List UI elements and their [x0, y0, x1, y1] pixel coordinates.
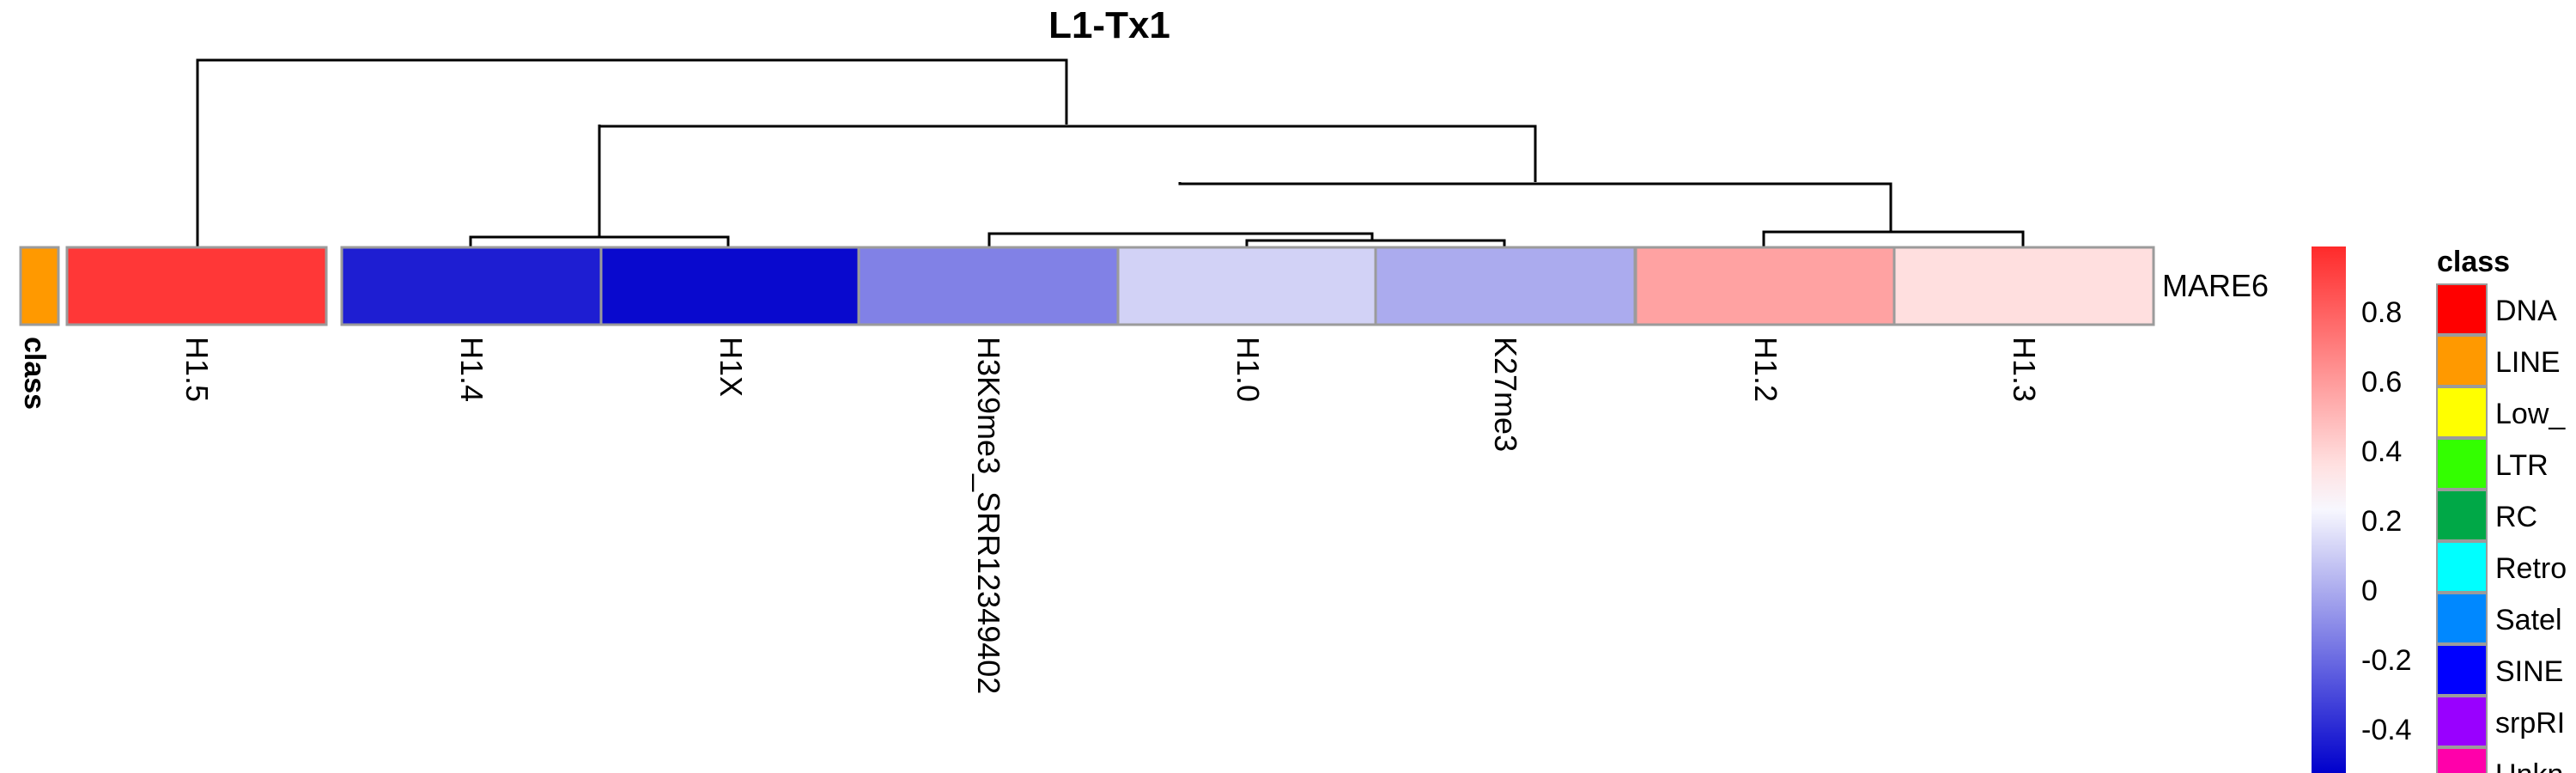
legend-label: Low_ — [2495, 398, 2566, 430]
column-label: H1.5 — [179, 337, 215, 402]
heatmap-cell — [65, 246, 328, 326]
color-scale-tick: 0.2 — [2361, 505, 2402, 538]
color-scale-legend: 0.8 0.6 0.4 0.2 0 -0.2 -0.4 — [2312, 247, 2412, 773]
color-scale-tick: -0.2 — [2361, 644, 2412, 677]
heatmap-cell — [599, 246, 862, 326]
column-label: H1.0 — [1230, 337, 1266, 402]
legend-swatch — [2436, 644, 2488, 696]
column-dendrogram — [196, 58, 2025, 247]
legend-swatch — [2436, 696, 2488, 747]
class-legend: class DNA LINE Low_ LTR RC Retro Satel SINE srpR… — [2436, 246, 2567, 773]
column-label: K27me3 — [1488, 337, 1523, 452]
legend-label: Unkn — [2495, 758, 2563, 773]
column-label: H1.3 — [2007, 337, 2042, 402]
heatmap-cell — [1634, 246, 1897, 326]
class-legend-title: class — [2437, 246, 2510, 278]
class-annotation-cell — [19, 246, 60, 326]
heatmap-cell — [857, 246, 1120, 326]
legend-label: Satel — [2495, 604, 2562, 636]
heatmap-cell — [340, 246, 603, 326]
heatmap-cell — [1116, 246, 1379, 326]
column-label: H3K9me3_SRR12349402 — [971, 337, 1006, 694]
chart-title: L1-Tx1 — [1048, 4, 1170, 46]
legend-swatch — [2436, 283, 2488, 335]
legend-label: LTR — [2495, 449, 2549, 482]
legend-swatch — [2436, 593, 2488, 644]
column-label: H1.4 — [454, 337, 489, 402]
heatmap-cell — [1374, 246, 1637, 326]
class-annotation: class — [18, 246, 60, 410]
column-label: H1.2 — [1748, 337, 1783, 402]
column-labels: H1.5 H1.4 H1X H3K9me3_SRR12349402 H1.0 K27me3… — [179, 337, 2042, 694]
legend-label: DNA — [2495, 295, 2557, 327]
dendrogram-branch — [1762, 230, 2025, 247]
dendrogram-branch — [987, 232, 1374, 247]
dendrogram-branch — [598, 125, 1537, 182]
color-scale-bar — [2312, 247, 2346, 773]
dendrogram-branch — [1245, 239, 1506, 247]
row-label: MARE6 — [2162, 268, 2269, 303]
color-scale-tick: 0.4 — [2361, 435, 2402, 468]
color-scale-tick: 0.8 — [2361, 296, 2402, 329]
legend-label: Retro — [2495, 552, 2567, 585]
heatmap-cell — [1893, 246, 2155, 326]
legend-label: srpRI — [2495, 707, 2565, 740]
legend-swatch — [2436, 747, 2488, 773]
color-scale-tick: -0.4 — [2361, 714, 2412, 746]
legend-swatch — [2436, 438, 2488, 490]
legend-swatch — [2436, 335, 2488, 386]
class-annotation-label: class — [18, 337, 51, 410]
color-scale-tick: 0.6 — [2361, 366, 2402, 399]
color-scale-tick: 0 — [2361, 575, 2378, 607]
column-label: H1X — [714, 337, 749, 397]
legend-swatch — [2436, 386, 2488, 438]
legend-label: SINE — [2495, 655, 2563, 688]
legend-swatch — [2436, 541, 2488, 593]
legend-label: LINE — [2495, 346, 2561, 379]
legend-label: RC — [2495, 501, 2537, 533]
legend-swatch — [2436, 490, 2488, 541]
dendrogram-branch — [196, 58, 1068, 247]
dendrogram-branch — [469, 235, 730, 247]
dendrogram-branch — [1178, 182, 1893, 232]
heatmap-cells — [65, 246, 2155, 326]
